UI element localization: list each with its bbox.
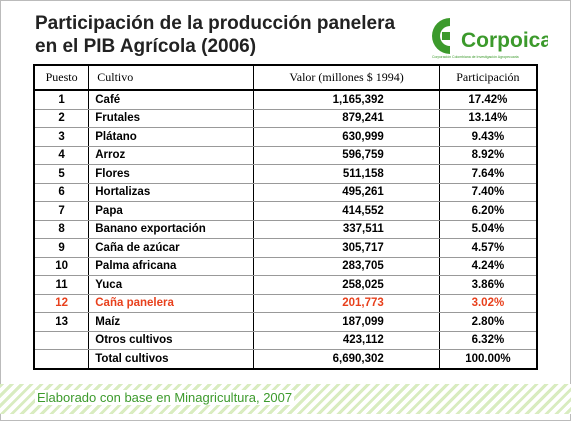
table-cell: Hortalizas — [88, 183, 255, 202]
source-note: Elaborado con base en Minagricultura, 20… — [35, 390, 295, 405]
table-cell: 201,773 — [253, 294, 440, 313]
table-cell: 6,690,302 — [253, 349, 440, 369]
table-cell: 7 — [34, 201, 90, 221]
table-cell: Maíz — [88, 312, 255, 332]
table-cell: 6.32% — [439, 331, 538, 350]
table-cell: 9.43% — [439, 127, 538, 147]
table-cell: 5 — [34, 164, 90, 184]
table-cell — [34, 349, 90, 369]
table-cell: 423,112 — [253, 331, 440, 350]
table-cell: 1 — [34, 90, 90, 110]
table-row: 9 Caña de azúcar 305,717 4.57% — [34, 238, 538, 258]
title: Participación de la producción panelera … — [35, 13, 396, 57]
table-cell: Flores — [88, 164, 255, 184]
table-row: 11 Yuca 258,025 3.86% — [34, 275, 538, 295]
table-row: Otros cultivos 423,112 6.32% — [34, 331, 538, 350]
table-cell: Arroz — [88, 146, 255, 165]
table-cell: Frutales — [88, 109, 255, 128]
logo-tagline: Corporación Colombiana de Investigación … — [432, 55, 519, 59]
table-cell: 5.04% — [439, 220, 538, 239]
table-cell: 11 — [34, 275, 90, 295]
table-cell: 100.00% — [439, 349, 538, 369]
table-cell: 10 — [34, 257, 90, 276]
table-cell: 17.42% — [439, 90, 538, 110]
table-row: 2 Frutales 879,241 13.14% — [34, 109, 538, 128]
table-cell: 6 — [34, 183, 90, 202]
table-cell: 511,158 — [253, 164, 440, 184]
table-row: 10 Palma africana 283,705 4.24% — [34, 257, 538, 276]
table-cell: 4.24% — [439, 257, 538, 276]
table-cell: Yuca — [88, 275, 255, 295]
table-cell: Total cultivos — [88, 349, 255, 369]
table-cell: 879,241 — [253, 109, 440, 128]
table-cell: 8 — [34, 220, 90, 239]
table-cell: 13 — [34, 312, 90, 332]
table-cell: 7.40% — [439, 183, 538, 202]
table-cell: 6.20% — [439, 201, 538, 221]
table-cell — [34, 331, 90, 350]
table-cell: 337,511 — [253, 220, 440, 239]
table-cell: 3 — [34, 127, 90, 147]
table-cell: 187,099 — [253, 312, 440, 332]
table-cell: 4.57% — [439, 238, 538, 258]
table-cell: 3.86% — [439, 275, 538, 295]
table-row: 12 Caña panelera 201,773 3.02% — [34, 294, 538, 313]
header-row: Puesto Cultivo Valor (millones $ 1994) Part… — [34, 65, 538, 91]
logo: Corpoica Corporación Colombiana de Inves… — [432, 18, 548, 59]
table-cell: 596,759 — [253, 146, 440, 165]
table-cell: 1,165,392 — [253, 90, 440, 110]
table-cell: 2.80% — [439, 312, 538, 332]
table-body: 1 Café 1,165,392 17.42% 2 Frutales 879,241 13.1… — [34, 90, 538, 369]
table-cell: 8.92% — [439, 146, 538, 165]
table-cell: Palma africana — [88, 257, 255, 276]
table-cell: 495,261 — [253, 183, 440, 202]
table-cell: 7.64% — [439, 164, 538, 184]
table-cell: 3.02% — [439, 294, 538, 313]
table-row: 4 Arroz 596,759 8.92% — [34, 146, 538, 165]
table-cell: Papa — [88, 201, 255, 221]
table-cell: Plátano — [88, 127, 255, 147]
table-row: 6 Hortalizas 495,261 7.40% — [34, 183, 538, 202]
logo-text: Corpoica — [461, 29, 548, 52]
table-cell: 2 — [34, 109, 90, 128]
table-row: 5 Flores 511,158 7.64% — [34, 164, 538, 184]
table-cell: 13.14% — [439, 109, 538, 128]
table-row: 7 Papa 414,552 6.20% — [34, 201, 538, 221]
logo-mark — [432, 18, 450, 54]
table-cell: Caña panelera — [88, 294, 255, 313]
table-cell: 12 — [34, 294, 90, 313]
table-cell: 258,025 — [253, 275, 440, 295]
table-cell: 630,999 — [253, 127, 440, 147]
table-cell: 283,705 — [253, 257, 440, 276]
column-header: Valor (millones $ 1994) — [253, 65, 440, 91]
table-cell: Banano exportación — [88, 220, 255, 239]
table-cell: 414,552 — [253, 201, 440, 221]
table-cell: 4 — [34, 146, 90, 165]
data-table: Puesto Cultivo Valor (millones $ 1994) Part… — [33, 64, 538, 370]
table-row: 13 Maíz 187,099 2.80% — [34, 312, 538, 332]
table-row: Total cultivos 6,690,302 100.00% — [34, 349, 538, 369]
column-header: Puesto — [34, 65, 90, 91]
column-header: Participación — [439, 65, 538, 91]
table-cell: Otros cultivos — [88, 331, 255, 350]
table-cell: 9 — [34, 238, 90, 258]
table-row: 1 Café 1,165,392 17.42% — [34, 90, 538, 110]
table-cell: 305,717 — [253, 238, 440, 258]
column-header: Cultivo — [88, 65, 255, 91]
table-row: 8 Banano exportación 337,511 5.04% — [34, 220, 538, 239]
logo-mark — [442, 32, 450, 40]
table-cell: Café — [88, 90, 255, 110]
table-row: 3 Plátano 630,999 9.43% — [34, 127, 538, 147]
table-cell: Caña de azúcar — [88, 238, 255, 258]
